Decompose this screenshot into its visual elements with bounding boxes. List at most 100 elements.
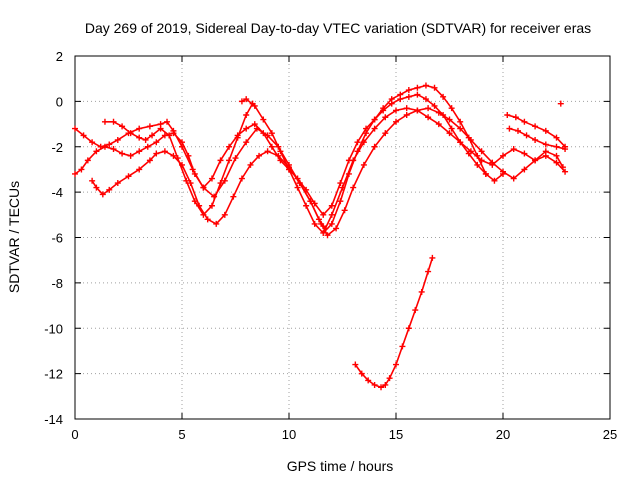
data-point [99, 191, 106, 198]
data-point [510, 175, 517, 182]
data-point [251, 121, 258, 128]
data-point [562, 168, 569, 175]
data-point [371, 125, 378, 132]
data-point [185, 152, 192, 159]
series-sat-track-deep [352, 254, 436, 391]
data-point [422, 82, 429, 89]
data-point [382, 130, 389, 137]
data-point [243, 139, 250, 146]
data-point [142, 136, 149, 143]
data-point [307, 198, 314, 205]
data-point [333, 225, 340, 232]
series-sat-track-3 [89, 105, 569, 239]
data-point [101, 143, 108, 150]
data-point [256, 152, 263, 159]
data-point [72, 125, 78, 132]
data-point [234, 134, 241, 141]
data-point [418, 288, 425, 295]
y-tick-label: -8 [51, 276, 63, 291]
data-point [504, 111, 511, 118]
data-point [204, 216, 211, 223]
data-point [393, 107, 399, 114]
data-point [157, 125, 164, 132]
data-point [354, 148, 361, 155]
data-point [363, 130, 370, 137]
data-point [397, 91, 404, 98]
data-point [72, 170, 78, 177]
data-point [318, 220, 325, 227]
series-line [74, 93, 504, 216]
data-point [78, 166, 85, 173]
data-point [183, 177, 190, 184]
data-point [388, 96, 395, 103]
data-point [114, 136, 121, 143]
x-tick-label: 20 [496, 427, 510, 442]
data-point [403, 105, 410, 112]
data-point [243, 96, 250, 103]
data-point [435, 109, 442, 116]
data-point [457, 125, 464, 132]
data-point [164, 118, 171, 125]
x-tick-label: 15 [389, 427, 403, 442]
data-point [170, 130, 177, 137]
data-point [557, 100, 564, 107]
data-point [187, 180, 194, 187]
data-point [232, 155, 239, 162]
data-point [106, 186, 113, 193]
data-point [136, 166, 143, 173]
data-point [136, 125, 143, 132]
data-point [166, 132, 173, 139]
series-line [104, 102, 254, 216]
data-point [465, 134, 472, 141]
data-point [217, 180, 224, 187]
data-point [341, 207, 348, 214]
data-point [521, 166, 528, 173]
data-point [425, 268, 432, 275]
data-point [448, 125, 455, 132]
data-point [446, 116, 453, 123]
y-tick-label: -10 [44, 321, 63, 336]
data-point [268, 130, 275, 137]
data-point [465, 150, 472, 157]
data-point [277, 148, 284, 155]
data-point [101, 118, 108, 125]
data-point [474, 152, 481, 159]
data-point [251, 102, 258, 109]
data-point [226, 143, 233, 150]
series-line [91, 107, 566, 236]
data-point [170, 152, 177, 159]
y-tick-label: -4 [51, 185, 63, 200]
data-point [311, 220, 318, 227]
data-point [93, 148, 100, 155]
series-sat-track-1 [72, 105, 566, 232]
data-point [478, 148, 485, 155]
data-point [431, 84, 438, 91]
data-point [474, 161, 481, 168]
data-point [208, 202, 215, 209]
data-point [213, 220, 220, 227]
data-point [521, 150, 528, 157]
data-point [542, 127, 549, 134]
data-point [457, 139, 464, 146]
data-point [393, 118, 399, 125]
data-point [337, 180, 344, 187]
data-point [405, 93, 412, 100]
data-point [352, 361, 359, 368]
data-point [425, 114, 432, 121]
data-point [500, 168, 506, 175]
data-point [425, 105, 432, 112]
data-point [328, 220, 335, 227]
data-point [354, 139, 361, 146]
y-tick-label: -6 [51, 231, 63, 246]
data-point [153, 139, 160, 146]
data-point [296, 180, 303, 187]
data-point [89, 139, 96, 146]
data-point [200, 184, 207, 191]
x-tick-label: 0 [71, 427, 78, 442]
x-axis-label: GPS time / hours [287, 458, 394, 474]
data-series [72, 82, 569, 391]
data-point [521, 118, 528, 125]
data-point [324, 232, 331, 239]
data-point [127, 152, 134, 159]
